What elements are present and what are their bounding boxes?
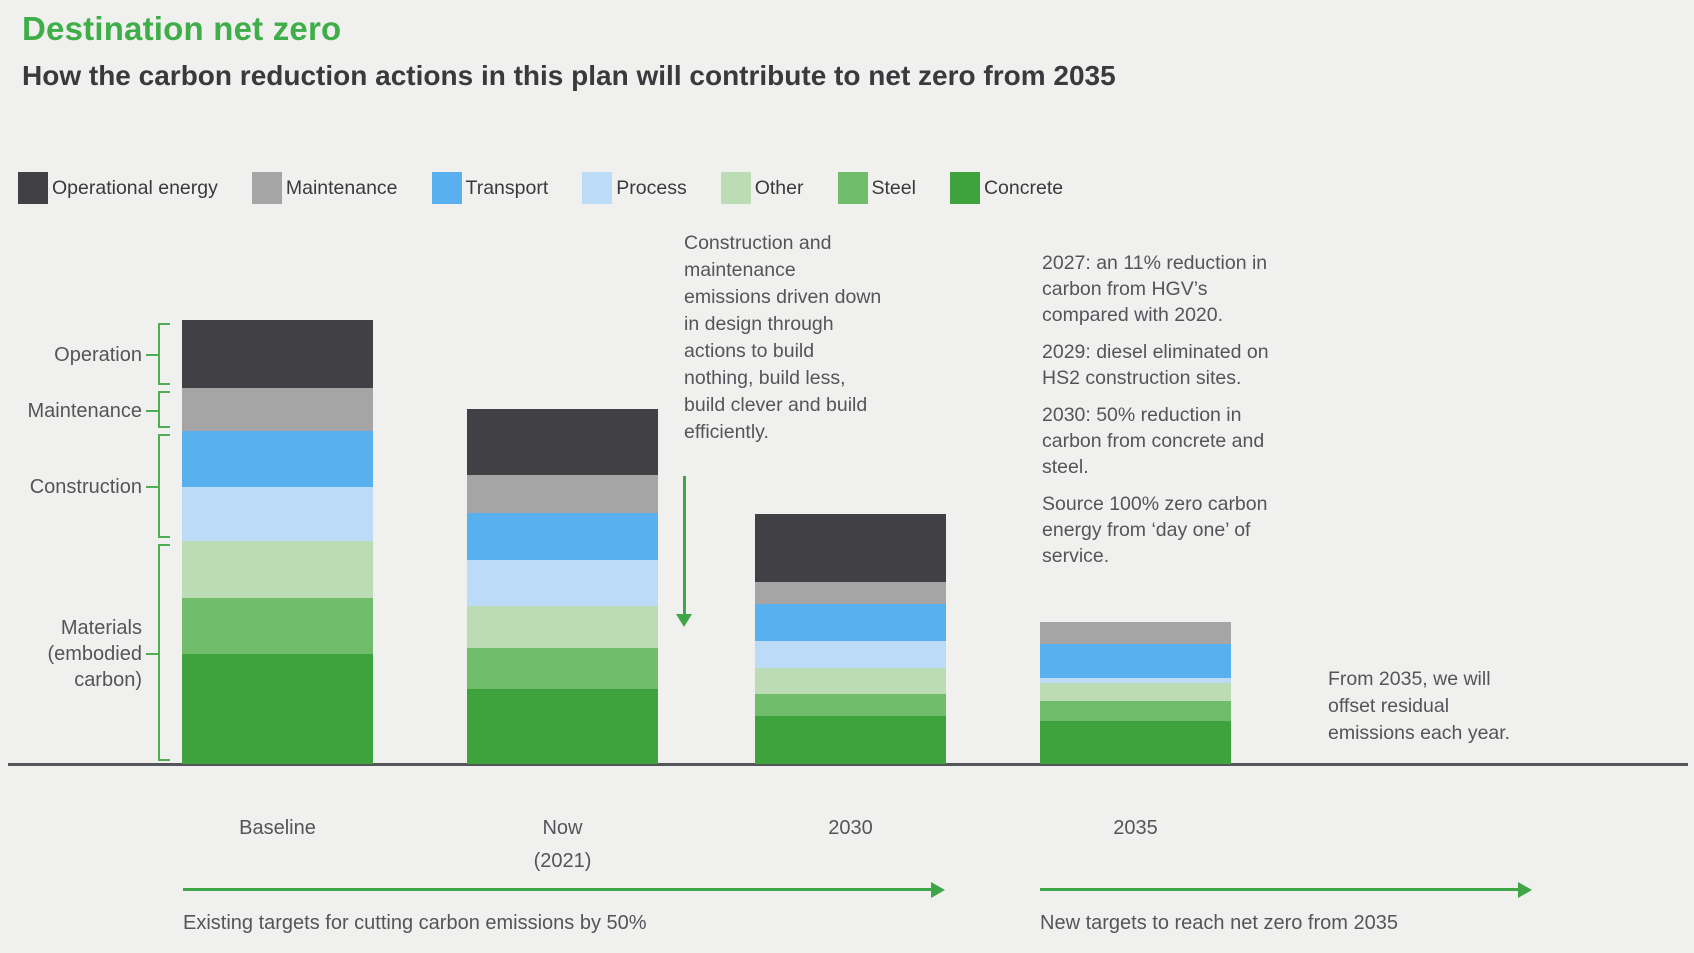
bar-segment-steel	[467, 648, 658, 689]
bracket-maintenance-tick	[146, 410, 158, 412]
bar-segment-transport	[1040, 644, 1231, 678]
bar-segment-other	[755, 668, 946, 694]
bracket-materials-embodied-carbon-top-arm	[158, 544, 170, 546]
bracket-construction-top-arm	[158, 434, 170, 436]
legend-swatch-concrete-icon	[949, 172, 980, 204]
legend-item-operational-energy: Operational energy	[18, 172, 218, 204]
bar-segment-operational-energy	[467, 409, 658, 475]
legend-item-steel: Steel	[837, 172, 916, 204]
bracket-materials-embodied-carbon	[158, 544, 160, 761]
bracket-maintenance	[158, 391, 160, 428]
bar-now-2021	[467, 409, 658, 764]
down-arrow-icon	[683, 476, 686, 614]
bar-baseline	[182, 320, 373, 764]
bar-segment-other	[182, 541, 373, 598]
legend-label: Steel	[871, 176, 916, 199]
page-subtitle: How the carbon reduction actions in this…	[22, 60, 1116, 91]
bar-segment-steel	[182, 598, 373, 654]
legend-label: Concrete	[983, 176, 1064, 199]
bracket-operation	[158, 323, 160, 385]
bar-2035	[1040, 622, 1231, 764]
bar-segment-concrete	[182, 654, 373, 764]
bar-segment-process	[467, 560, 658, 606]
bracket-operation-top-arm	[158, 323, 170, 325]
row-group-label-operation: Operation	[54, 344, 142, 366]
x-axis-line	[8, 763, 1688, 766]
bracket-construction-bottom-arm	[158, 536, 170, 538]
bar-segment-other	[1040, 683, 1231, 701]
right-arrow-new-targets-icon	[1040, 888, 1518, 891]
chart-legend: Operational energy Maintenance Transport Pr…	[18, 172, 1097, 204]
legend-item-concrete: Concrete	[949, 172, 1064, 204]
bar-segment-steel	[1040, 701, 1231, 721]
bar-segment-maintenance	[467, 475, 658, 513]
legend-label: Transport	[465, 176, 549, 199]
row-group-label-maintenance: Maintenance	[27, 400, 142, 422]
right-arrow-existing-targets-icon	[183, 888, 931, 891]
annotation-milestones: 2027: an 11% reduction in carbon from HG…	[1042, 250, 1292, 580]
row-group-label-materials-embodied-carbon: Materials (embodied carbon)	[47, 617, 142, 691]
bar-segment-concrete	[467, 689, 658, 764]
bar-segment-concrete	[1040, 721, 1231, 764]
page-title: Destination net zero	[22, 10, 342, 47]
bar-segment-transport	[467, 513, 658, 560]
legend-label: Operational energy	[52, 176, 218, 199]
legend-item-maintenance: Maintenance	[251, 172, 398, 204]
milestone-2030: 2030: 50% reduction in carbon from concr…	[1042, 404, 1265, 478]
bar-segment-transport	[182, 431, 373, 487]
bar-segment-other	[467, 606, 658, 648]
bar-segment-process	[755, 641, 946, 668]
bar-segment-maintenance	[1040, 622, 1231, 644]
new-targets-caption: New targets to reach net zero from 2035	[1040, 912, 1398, 934]
legend-swatch-maintenance-icon	[251, 172, 282, 204]
bracket-construction	[158, 434, 160, 538]
row-group-label-construction: Construction	[29, 476, 142, 498]
bracket-materials-embodied-carbon-bottom-arm	[158, 759, 170, 761]
bar-segment-process	[182, 487, 373, 541]
bracket-construction-tick	[146, 486, 158, 488]
legend-item-transport: Transport	[431, 172, 549, 204]
bar-segment-maintenance	[755, 582, 946, 604]
legend-swatch-operational-energy-icon	[18, 172, 48, 204]
milestone-2027: 2027: an 11% reduction in carbon from HG…	[1042, 252, 1268, 326]
bar-segment-process	[1040, 678, 1231, 683]
legend-label: Maintenance	[285, 176, 398, 199]
bar-2030	[755, 514, 946, 764]
bar-segment-maintenance	[182, 388, 373, 431]
legend-label: Other	[754, 176, 804, 199]
legend-item-other: Other	[720, 172, 804, 204]
x-axis-label-baseline: Baseline	[239, 817, 316, 839]
bracket-maintenance-bottom-arm	[158, 426, 170, 428]
bar-segment-operational-energy	[755, 514, 946, 582]
legend-swatch-process-icon	[582, 172, 613, 204]
legend-label: Process	[616, 176, 687, 199]
legend-swatch-transport-icon	[431, 172, 462, 204]
annotation-construction-note: Construction and maintenance emissions d…	[684, 232, 882, 443]
x-axis-label-2030: 2030	[828, 817, 873, 839]
bracket-operation-tick	[146, 354, 158, 356]
legend-swatch-other-icon	[720, 172, 751, 204]
annotation-offset-note: From 2035, we will offset residual emiss…	[1328, 668, 1511, 744]
bracket-operation-bottom-arm	[158, 383, 170, 385]
milestone-source-energy: Source 100% zero carbon energy from ‘day…	[1042, 493, 1268, 567]
bar-segment-operational-energy	[182, 320, 373, 388]
legend-swatch-steel-icon	[837, 172, 868, 204]
milestone-2029: 2029: diesel eliminated on HS2 construct…	[1042, 341, 1269, 389]
existing-targets-caption: Existing targets for cutting carbon emis…	[183, 912, 647, 934]
bar-segment-concrete	[755, 716, 946, 764]
legend-item-process: Process	[582, 172, 687, 204]
x-axis-label-2035: 2035	[1113, 817, 1158, 839]
bar-segment-steel	[755, 694, 946, 716]
bracket-maintenance-top-arm	[158, 391, 170, 393]
bracket-materials-embodied-carbon-tick	[146, 653, 158, 655]
bar-segment-transport	[755, 604, 946, 641]
x-axis-label-now-2021: Now (2021)	[533, 817, 592, 872]
